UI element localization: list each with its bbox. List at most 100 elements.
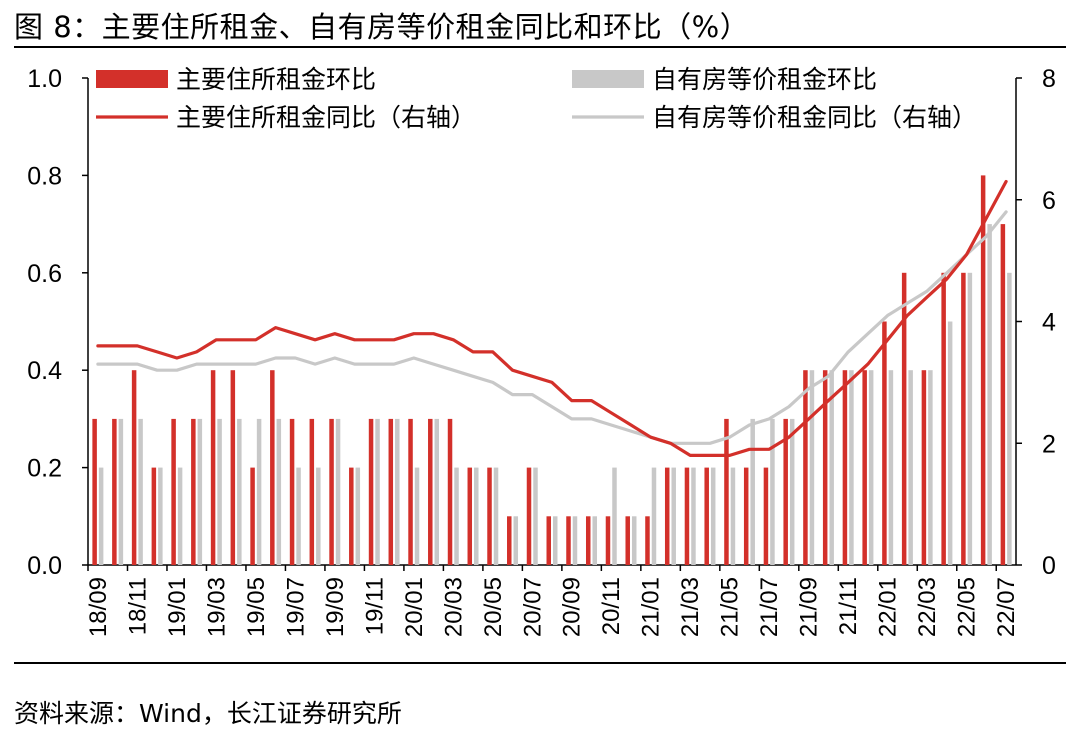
bar-primary-residence-mom (270, 370, 275, 565)
bar-primary-residence-mom (112, 418, 117, 565)
legend-swatch-bar (96, 70, 168, 88)
bar-owners-equivalent-mom (947, 321, 953, 565)
figure-title: 图 8：主要住所租金、自有房等价租金同比和环比（%） (14, 10, 750, 44)
bar-owners-equivalent-mom (513, 516, 519, 565)
x-axis-tick-label: 21/01 (638, 577, 665, 637)
bar-primary-residence-mom (329, 418, 334, 565)
bar-owners-equivalent-mom (395, 418, 400, 565)
x-axis-tick-label: 20/01 (401, 577, 428, 637)
right-axis-tick-label: 2 (1042, 430, 1056, 458)
right-axis-tick-label: 6 (1042, 187, 1056, 215)
left-axis-tick-label: 1.0 (27, 65, 62, 93)
bar-owners-equivalent-mom (967, 272, 973, 565)
bar-primary-residence-mom (862, 370, 867, 565)
bar-primary-residence-mom (210, 370, 216, 565)
bar-owners-equivalent-mom (572, 516, 578, 565)
bar-primary-residence-mom (941, 272, 946, 565)
left-axis-tick-label: 0.6 (27, 260, 62, 288)
bar-owners-equivalent-mom (118, 418, 124, 565)
bar-primary-residence-mom (526, 467, 532, 565)
bar-primary-residence-mom (131, 370, 137, 565)
x-axis-tick-label: 20/03 (440, 577, 467, 637)
left-axis-tick-label: 0.2 (27, 455, 62, 483)
bar-primary-residence-mom (151, 467, 157, 565)
x-axis-tick-label: 22/03 (914, 577, 941, 637)
bar-primary-residence-mom (901, 272, 907, 565)
left-axis-tick-label: 0.4 (27, 357, 62, 385)
x-axis-tick-label: 19/01 (164, 577, 191, 637)
bar-owners-equivalent-mom (691, 467, 696, 565)
bar-owners-equivalent-mom (414, 467, 420, 565)
line-owners-equivalent-yoy (96, 210, 1008, 445)
x-axis-tick-label: 22/05 (954, 577, 981, 637)
bar-owners-equivalent-mom (908, 370, 913, 565)
bar-primary-residence-mom (428, 418, 433, 565)
bar-owners-equivalent-mom (631, 516, 637, 565)
title-divider (14, 46, 1066, 48)
x-axis-tick-label: 21/05 (717, 577, 744, 637)
bar-owners-equivalent-mom (474, 467, 479, 565)
bar-primary-residence-mom (487, 467, 492, 565)
bar-owners-equivalent-mom (829, 370, 834, 565)
bar-owners-equivalent-mom (928, 370, 933, 565)
bar-owners-equivalent-mom (98, 467, 104, 565)
bar-owners-equivalent-mom (987, 224, 992, 565)
right-axis-tick-label: 0 (1042, 552, 1056, 580)
bar-owners-equivalent-mom (237, 418, 242, 565)
bar-primary-residence-mom (684, 467, 690, 565)
x-axis-tick-label: 19/09 (322, 577, 349, 637)
bar-owners-equivalent-mom (789, 418, 795, 565)
x-axis-tick-label: 21/09 (796, 577, 823, 637)
bar-primary-residence-mom (349, 467, 354, 565)
bar-primary-residence-mom (605, 516, 611, 565)
bar-owners-equivalent-mom (355, 467, 361, 565)
bar-owners-equivalent-mom (533, 467, 538, 565)
bar-primary-residence-mom (704, 467, 709, 565)
bar-owners-equivalent-mom (651, 467, 657, 565)
x-axis-tick-label: 19/05 (243, 577, 270, 637)
left-axis-tick-label: 0.0 (27, 552, 62, 580)
legend-swatch-bar (572, 70, 644, 88)
bar-owners-equivalent-mom (197, 418, 203, 565)
bar-owners-equivalent-mom (1007, 272, 1012, 565)
bar-primary-residence-mom (822, 370, 828, 565)
legend-label: 自有房等价租金环比 (652, 66, 877, 94)
right-axis-tick-label: 4 (1042, 309, 1056, 337)
bar-owners-equivalent-mom (296, 467, 301, 565)
x-axis-tick-label: 22/07 (993, 577, 1020, 637)
axes-group: 0.0 0.2 0.4 0.6 0.8 1.0 0 2 4 6 8 18/09 18/11 19/01 19… (27, 65, 1056, 637)
bars-group (92, 175, 1012, 565)
bar-owners-equivalent-mom (888, 370, 894, 565)
bar-primary-residence-mom (507, 516, 512, 565)
bar-owners-equivalent-mom (710, 467, 716, 565)
bar-primary-residence-mom (783, 418, 788, 565)
line-primary-residence-yoy (96, 179, 1008, 457)
bar-owners-equivalent-mom (849, 370, 854, 565)
bar-primary-residence-mom (645, 516, 650, 565)
bar-owners-equivalent-mom (158, 467, 163, 565)
bar-owners-equivalent-mom (256, 418, 262, 565)
lines-group (96, 179, 1008, 457)
bar-owners-equivalent-mom (217, 418, 222, 565)
x-axis-tick-label: 18/11 (124, 577, 151, 635)
bar-owners-equivalent-mom (276, 418, 282, 565)
x-axis-tick-label: 21/03 (677, 577, 704, 637)
bar-primary-residence-mom (921, 370, 927, 565)
x-axis-tick-label: 20/11 (598, 577, 625, 635)
bar-owners-equivalent-mom (809, 370, 815, 565)
legend-label: 主要住所租金同比（右轴） (176, 104, 476, 132)
bar-primary-residence-mom (961, 272, 966, 565)
bar-primary-residence-mom (743, 467, 749, 565)
x-axis-tick-label: 19/11 (361, 577, 388, 635)
bar-owners-equivalent-mom (434, 418, 440, 565)
x-axis-tick-label: 21/07 (756, 577, 783, 637)
bar-owners-equivalent-mom (138, 418, 143, 565)
bar-primary-residence-mom (447, 418, 453, 565)
bar-primary-residence-mom (625, 516, 630, 565)
bar-primary-residence-mom (191, 418, 196, 565)
bottom-divider (14, 662, 1066, 664)
legend-label: 自有房等价租金同比（右轴） (652, 104, 977, 132)
bar-primary-residence-mom (408, 418, 413, 565)
bar-primary-residence-mom (230, 370, 236, 565)
